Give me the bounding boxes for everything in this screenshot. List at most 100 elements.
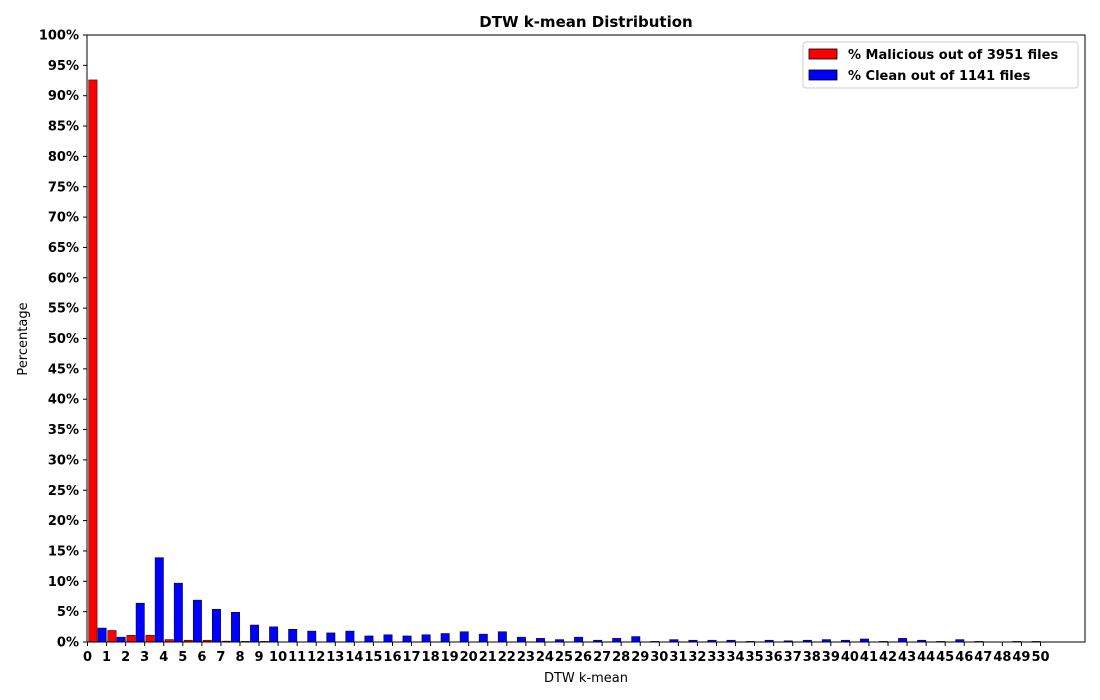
bars-group: [88, 79, 1051, 643]
bar-clean-12: [326, 632, 336, 643]
bar-clean-17: [421, 634, 431, 643]
legend: % Malicious out of 3951 files % Clean ou…: [802, 41, 1079, 89]
y-tick-label: 10%: [48, 575, 79, 590]
x-tick-label: 4: [159, 650, 168, 665]
bar-malicious-2: [126, 635, 136, 643]
x-tick-label: 38: [803, 650, 821, 665]
bar-clean-14: [364, 635, 374, 643]
bar-clean-23: [536, 638, 545, 643]
x-tick-label: 43: [898, 650, 916, 665]
x-tick-label: 40: [841, 650, 859, 665]
y-tick-label: 90%: [48, 89, 79, 104]
x-tick-label: 46: [955, 650, 973, 665]
x-ticks: 0 1 2 3 4 5 6 7 8 9 10 11 12 13 14 15 16 17 18 19 20 21 22 23 24…: [83, 642, 1050, 665]
x-tick-label: 34: [726, 650, 744, 665]
bar-clean-13: [345, 630, 355, 643]
x-tick-label: 35: [746, 650, 764, 665]
legend-label-malicious: % Malicious out of 3951 files: [848, 48, 1058, 63]
y-tick-label: 70%: [48, 211, 79, 226]
x-tick-label: 33: [707, 650, 725, 665]
x-tick-label: 30: [650, 650, 668, 665]
bar-clean-3: [154, 557, 164, 643]
bar-clean-11: [307, 630, 317, 643]
x-tick-label: 12: [307, 650, 325, 665]
x-tick-label: 26: [574, 650, 592, 665]
y-tick-label: 60%: [48, 271, 79, 286]
bar-clean-4: [173, 582, 183, 643]
bar-clean-8: [250, 624, 260, 643]
x-tick-label: 9: [255, 650, 264, 665]
x-tick-label: 25: [555, 650, 573, 665]
x-tick-label: 24: [536, 650, 554, 665]
y-tick-label: 55%: [48, 302, 79, 317]
y-tick-label: 40%: [48, 393, 79, 408]
legend-swatch-malicious: [808, 48, 838, 60]
bar-clean-16: [402, 635, 412, 643]
y-tick-label: 80%: [48, 150, 79, 165]
bar-clean-9: [269, 626, 279, 643]
x-tick-label: 14: [345, 650, 363, 665]
x-tick-label: 23: [517, 650, 535, 665]
bar-malicious-0: [88, 79, 98, 643]
x-tick-label: 1: [102, 650, 111, 665]
x-tick-label: 6: [197, 650, 206, 665]
x-tick-label: 21: [479, 650, 497, 665]
x-tick-label: 22: [498, 650, 516, 665]
y-tick-label: 65%: [48, 241, 79, 256]
bar-clean-22: [516, 636, 526, 643]
y-ticks: 0% 5% 10% 15% 20% 25% 30% 35% 40% 45% 50% 55% 60% 65%…: [39, 29, 87, 651]
x-tick-label: 18: [422, 650, 440, 665]
y-tick-label: 5%: [57, 605, 79, 620]
legend-label-clean: % Clean out of 1141 files: [848, 69, 1031, 84]
x-tick-label: 49: [1012, 650, 1030, 665]
y-tick-label: 45%: [48, 362, 79, 377]
chart-title: DTW k-mean Distribution: [479, 13, 692, 31]
x-tick-label: 13: [326, 650, 344, 665]
x-tick-label: 37: [784, 650, 802, 665]
y-tick-label: 35%: [48, 423, 79, 438]
x-tick-label: 5: [178, 650, 187, 665]
y-tick-label: 20%: [48, 514, 79, 529]
y-tick-label: 15%: [48, 544, 79, 559]
x-tick-label: 3: [140, 650, 149, 665]
bar-clean-1: [116, 636, 126, 643]
x-tick-label: 45: [936, 650, 954, 665]
x-tick-label: 2: [121, 650, 130, 665]
x-tick-label: 8: [235, 650, 244, 665]
x-tick-label: 10: [269, 650, 287, 665]
y-tick-label: 25%: [48, 484, 79, 499]
y-tick-label: 75%: [48, 180, 79, 195]
bar-clean-15: [383, 634, 393, 643]
x-tick-label: 29: [631, 650, 649, 665]
bar-clean-20: [478, 633, 488, 643]
x-tick-label: 41: [860, 650, 878, 665]
x-axis-label: DTW k-mean: [544, 671, 628, 686]
bar-malicious-3: [145, 635, 155, 643]
bar-clean-42: [898, 638, 908, 643]
x-tick-label: 15: [364, 650, 382, 665]
bar-clean-18: [440, 633, 450, 643]
x-tick-label: 42: [879, 650, 897, 665]
bar-clean-25: [574, 636, 584, 643]
legend-box: [802, 41, 1079, 89]
bar-clean-10: [288, 629, 298, 643]
x-tick-label: 50: [1031, 650, 1049, 665]
bar-clean-7: [231, 612, 240, 643]
x-tick-label: 19: [441, 650, 459, 665]
x-tick-label: 11: [288, 650, 306, 665]
x-tick-label: 47: [974, 650, 992, 665]
bar-clean-2: [135, 602, 145, 643]
y-tick-label: 0%: [57, 636, 79, 651]
bar-clean-5: [192, 599, 202, 643]
y-tick-label: 85%: [48, 120, 79, 135]
bar-clean-0: [97, 627, 107, 643]
bar-clean-19: [459, 631, 469, 643]
x-tick-label: 48: [993, 650, 1011, 665]
plot-frame: [86, 34, 1086, 643]
bar-clean-28: [631, 636, 641, 643]
y-axis-label: Percentage: [16, 302, 31, 375]
y-tick-label: 50%: [48, 332, 79, 347]
x-tick-label: 0: [83, 650, 92, 665]
y-tick-label: 30%: [48, 453, 79, 468]
bar-clean-6: [212, 608, 221, 643]
